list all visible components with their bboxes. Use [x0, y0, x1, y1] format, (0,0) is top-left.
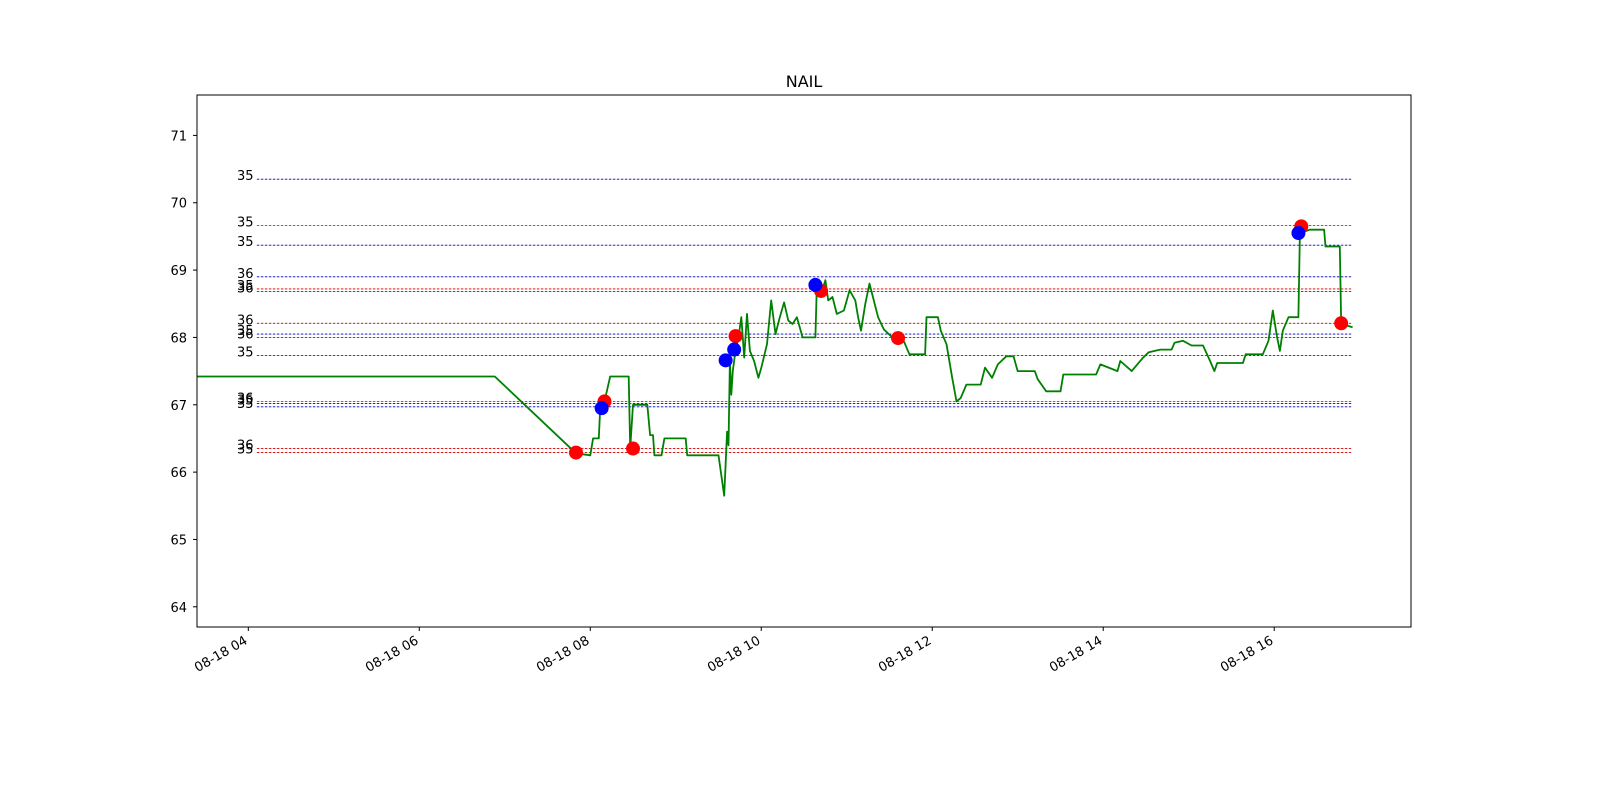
y-tick-label: 67	[170, 399, 187, 414]
plot-frame	[196, 94, 1412, 628]
level-label: 36	[237, 313, 254, 328]
buy-marker	[808, 277, 823, 292]
sell-marker	[626, 441, 641, 456]
sell-marker	[569, 445, 584, 460]
series-layer	[197, 228, 1353, 497]
level-label: 36	[237, 267, 254, 282]
level-label: 36	[237, 282, 254, 297]
level-label: 36	[237, 391, 254, 406]
buy-marker	[1291, 226, 1306, 241]
level-label: 35	[237, 346, 254, 361]
y-tick-label: 69	[170, 264, 187, 279]
y-axis: 64 65 66 67 68 69 70 71	[170, 129, 197, 616]
sell-marker	[891, 331, 906, 346]
level-label: 35	[237, 169, 254, 184]
level-label: 36	[237, 327, 254, 342]
y-tick-label: 70	[170, 197, 187, 212]
level-label: 35	[237, 216, 254, 231]
level-label: 35	[237, 279, 254, 294]
y-tick-label: 68	[170, 331, 187, 346]
y-tick-label: 66	[170, 466, 187, 481]
level-label: 35	[237, 443, 254, 458]
sell-marker	[728, 329, 743, 344]
sell-marker	[1334, 316, 1349, 331]
level-label: 35	[237, 235, 254, 250]
y-tick-label: 65	[170, 533, 187, 548]
markers-layer	[569, 219, 1349, 460]
buy-marker	[594, 401, 609, 416]
level-label: 36	[237, 439, 254, 454]
y-tick-label: 71	[170, 129, 187, 144]
price-series-line	[197, 228, 1353, 497]
buy-marker	[718, 353, 733, 368]
level-label: 35	[237, 393, 254, 408]
chart-title: NAIL	[786, 72, 823, 91]
y-tick-label: 64	[170, 601, 187, 616]
level-label: 35	[237, 397, 254, 412]
buy-marker	[727, 342, 742, 357]
level-label: 35	[237, 324, 254, 339]
